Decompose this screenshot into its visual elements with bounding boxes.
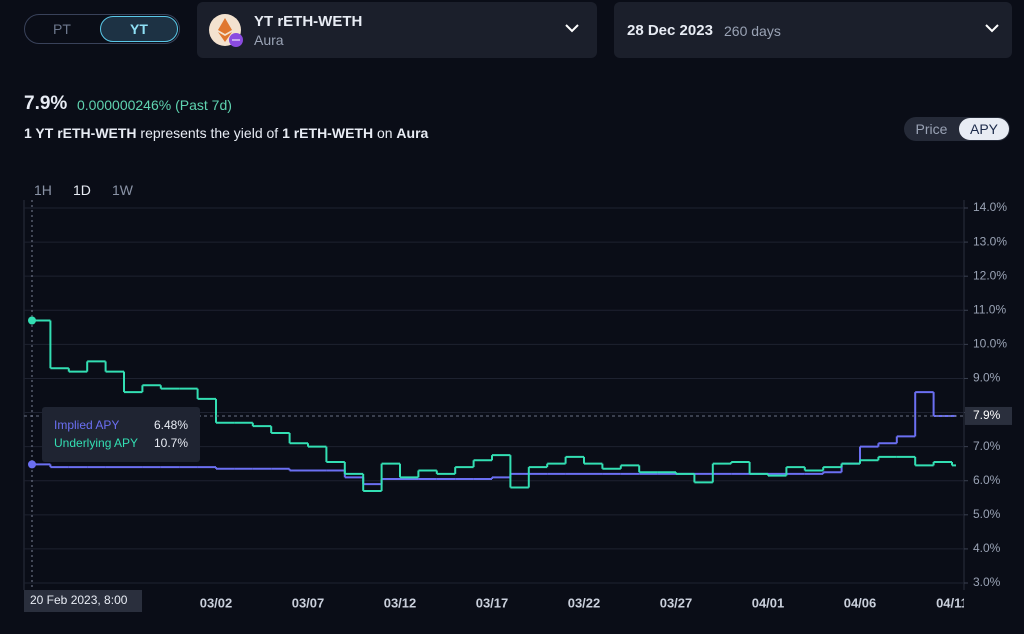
hover-dot [28, 460, 36, 469]
x-tick-label: 03/12 [384, 595, 417, 610]
y-tick-label: 11.0% [973, 302, 1006, 316]
interval-1h[interactable]: 1H [34, 182, 52, 198]
y-tick-label: 6.0% [973, 473, 1001, 487]
summary-description: 1 YT rETH-WETH represents the yield of 1… [24, 125, 428, 141]
x-tick-label: 03/27 [660, 595, 693, 610]
y-tick-label: 12.0% [973, 268, 1007, 282]
tooltip [42, 407, 200, 462]
x-tick-label: 04/01 [752, 595, 785, 610]
tooltip-name: Underlying APY [54, 436, 138, 450]
pt-yt-toggle: PT YT [24, 14, 180, 44]
y-tick-label: 7.0% [973, 439, 1001, 453]
x-tick-label: 04/06 [844, 595, 877, 610]
x-tick-label: 03/07 [292, 595, 325, 610]
x-tick-label: 04/11 [936, 595, 968, 610]
text: Aura [396, 125, 429, 141]
market-name: YT rETH-WETH [254, 13, 363, 30]
maturity-date: 28 Dec 2023 [627, 22, 713, 39]
current-label-box [965, 406, 1012, 425]
hover-dot [28, 316, 36, 325]
maturity-days: 260 days [724, 23, 781, 39]
apy-tab[interactable]: APY [959, 118, 1009, 140]
market-selector[interactable]: YT rETH-WETH Aura [197, 2, 597, 58]
market-icon [209, 14, 243, 47]
summary-apy: 7.9% [24, 93, 68, 114]
date-label-box [24, 590, 142, 612]
yt-tab[interactable]: YT [100, 16, 178, 42]
x-tick-label: 03/17 [476, 595, 509, 610]
interval-1w[interactable]: 1W [112, 182, 133, 198]
view-toggle: Price APY [904, 117, 1010, 141]
chevron [565, 24, 579, 33]
tooltip-value: 10.7% [154, 436, 188, 450]
date-label: 20 Feb 2023, 8:00 [30, 593, 128, 607]
pt-tab[interactable]: PT [53, 21, 71, 37]
current-label: 7.9% [973, 408, 1001, 422]
text: 1 rETH-WETH [282, 125, 374, 141]
text: 1 YT rETH-WETH [24, 125, 137, 141]
tooltip-name: Implied APY [54, 418, 119, 432]
price-tab[interactable]: Price [915, 121, 948, 137]
tooltip-value: 6.48% [154, 418, 188, 432]
x-tick-label: 03/02 [200, 595, 233, 610]
chevron [985, 24, 999, 33]
y-tick-label: 9.0% [973, 371, 1001, 385]
y-tick-label: 4.0% [973, 541, 1001, 555]
y-tick-label: 5.0% [973, 507, 1001, 521]
text: on [376, 125, 393, 141]
interval-1d[interactable]: 1D [73, 182, 91, 198]
summary-change: 0.000000246% (Past 7d) [77, 97, 232, 113]
text: represents the yield of [140, 125, 279, 141]
market-protocol: Aura [254, 32, 284, 48]
x-tick-label: 03/22 [568, 595, 601, 610]
y-tick-label: 3.0% [973, 575, 1001, 589]
y-tick-label: 13.0% [973, 234, 1007, 248]
maturity-selector[interactable]: 28 Dec 2023 260 days [614, 2, 1012, 58]
y-tick-label: 14.0% [973, 200, 1007, 214]
y-tick-label: 10.0% [973, 337, 1007, 351]
